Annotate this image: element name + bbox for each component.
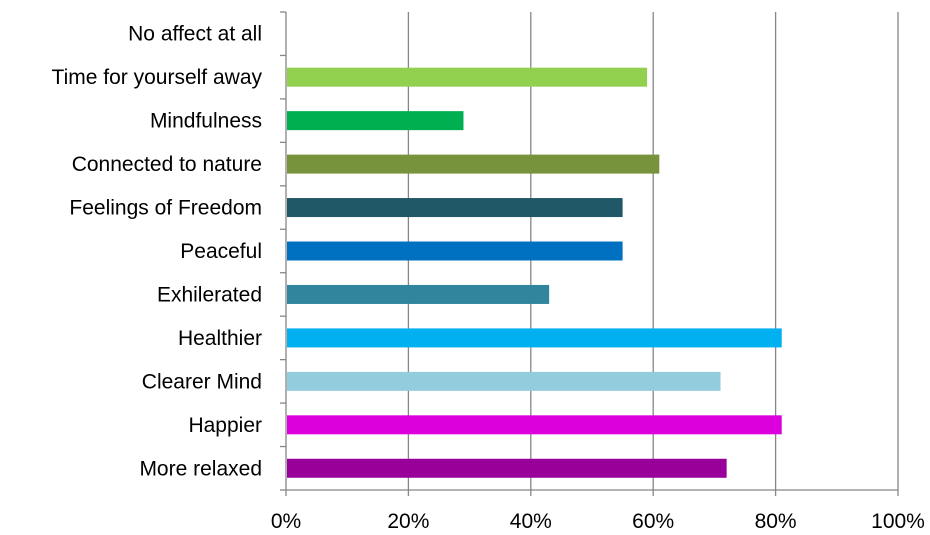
gridlines (407, 12, 899, 490)
category-label: Exhilerated (157, 283, 262, 306)
x-tick-label: 100% (871, 510, 925, 533)
x-tick-labels: 0% 20% 40% 60% 80% 100% (271, 510, 925, 533)
bar (287, 458, 727, 478)
category-label: Feelings of Freedom (69, 197, 262, 220)
bar (287, 328, 782, 348)
bars (287, 67, 782, 478)
category-label: Mindfulness (150, 110, 262, 133)
category-label: Healthier (178, 327, 262, 350)
x-tick-label: 60% (632, 510, 674, 533)
x-tick-label: 20% (387, 510, 429, 533)
bar (287, 154, 660, 174)
x-tick-label: 80% (755, 510, 797, 533)
category-label: No affect at all (128, 23, 262, 46)
category-labels: No affect at all Time for yourself away Mi… (52, 23, 263, 481)
bar (287, 198, 623, 218)
category-label: Peaceful (180, 240, 262, 263)
x-tick-label: 40% (510, 510, 552, 533)
x-tick-label: 0% (271, 510, 301, 533)
category-label: Time for yourself away (52, 66, 263, 89)
bar (287, 415, 782, 435)
category-label: Clearer Mind (142, 370, 262, 393)
bar (287, 371, 721, 391)
bar (287, 67, 648, 87)
bar (287, 241, 623, 261)
bar (287, 111, 464, 131)
category-label: More relaxed (139, 457, 262, 480)
category-label: Connected to nature (72, 153, 262, 176)
category-label: Happier (188, 414, 262, 437)
bar (287, 284, 550, 304)
axes (280, 11, 899, 496)
